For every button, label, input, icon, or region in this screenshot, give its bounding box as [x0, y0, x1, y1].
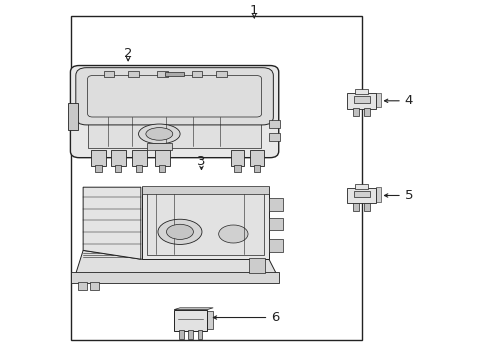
Bar: [352, 108, 358, 116]
Bar: [249, 258, 264, 273]
Ellipse shape: [218, 225, 247, 243]
Bar: [146, 192, 264, 255]
Bar: [174, 310, 207, 331]
Polygon shape: [83, 187, 141, 259]
Bar: [90, 282, 99, 290]
Bar: [355, 184, 367, 189]
Bar: [71, 16, 361, 340]
Bar: [111, 150, 125, 166]
Bar: [268, 198, 282, 211]
Bar: [191, 71, 202, 77]
Bar: [234, 165, 240, 172]
Bar: [230, 150, 244, 166]
Polygon shape: [76, 251, 276, 274]
Bar: [142, 187, 268, 259]
Bar: [197, 330, 202, 339]
Bar: [250, 150, 264, 166]
Bar: [179, 330, 183, 339]
Text: 4: 4: [404, 94, 412, 107]
Bar: [352, 203, 358, 211]
Bar: [268, 239, 282, 252]
Bar: [347, 93, 375, 109]
Text: 6: 6: [270, 311, 279, 324]
Bar: [142, 186, 268, 194]
Bar: [132, 150, 146, 166]
Bar: [147, 143, 171, 150]
Bar: [188, 330, 193, 339]
Ellipse shape: [166, 224, 193, 239]
Ellipse shape: [145, 128, 172, 140]
Bar: [375, 187, 380, 202]
Bar: [95, 165, 102, 172]
Text: 1: 1: [249, 4, 258, 17]
Bar: [268, 133, 279, 141]
FancyBboxPatch shape: [70, 66, 278, 158]
Bar: [268, 120, 279, 128]
Bar: [347, 188, 375, 203]
Bar: [91, 150, 106, 166]
Bar: [136, 165, 142, 172]
Bar: [128, 71, 139, 77]
Bar: [253, 165, 260, 172]
Text: 3: 3: [197, 155, 205, 168]
Bar: [375, 93, 380, 107]
Bar: [159, 165, 165, 172]
Bar: [164, 72, 184, 76]
Bar: [88, 115, 261, 148]
Text: 2: 2: [123, 47, 132, 60]
Bar: [207, 311, 213, 329]
Ellipse shape: [138, 124, 180, 144]
Bar: [364, 108, 369, 116]
Bar: [268, 218, 282, 230]
Bar: [157, 71, 168, 77]
Polygon shape: [174, 308, 213, 310]
Bar: [78, 282, 87, 290]
Bar: [353, 96, 369, 103]
Bar: [71, 272, 278, 283]
FancyBboxPatch shape: [76, 68, 273, 125]
Bar: [355, 89, 367, 94]
Bar: [103, 71, 114, 77]
Bar: [115, 165, 121, 172]
Bar: [364, 203, 369, 211]
Bar: [216, 71, 226, 77]
Ellipse shape: [158, 219, 202, 244]
Text: 5: 5: [404, 189, 412, 202]
Bar: [353, 191, 369, 197]
Bar: [155, 150, 169, 166]
Bar: [68, 103, 78, 130]
